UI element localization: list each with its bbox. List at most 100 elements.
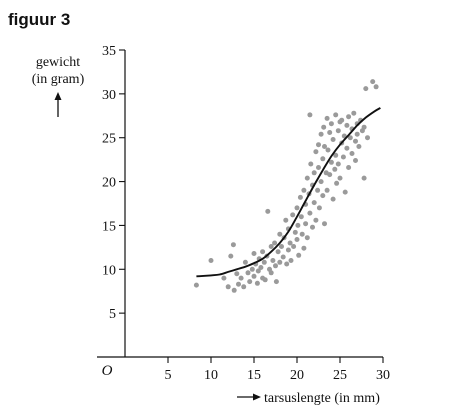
data-point bbox=[325, 147, 331, 153]
data-point bbox=[340, 154, 346, 160]
data-point bbox=[324, 187, 330, 193]
y-tick-label: 35 bbox=[102, 44, 116, 59]
data-point bbox=[251, 273, 257, 279]
data-point bbox=[304, 235, 310, 241]
data-point bbox=[247, 279, 253, 285]
y-tick-label: 15 bbox=[102, 219, 116, 234]
data-point bbox=[304, 175, 310, 181]
x-tick-label: 10 bbox=[204, 368, 218, 383]
data-point bbox=[322, 144, 327, 149]
data-point bbox=[316, 165, 321, 170]
data-point bbox=[221, 275, 227, 281]
data-point bbox=[301, 245, 307, 251]
y-tick-label: 20 bbox=[102, 176, 116, 191]
data-point bbox=[294, 205, 300, 211]
data-point bbox=[324, 115, 330, 121]
data-point bbox=[277, 231, 283, 237]
data-point bbox=[254, 280, 260, 286]
x-axis-label: tarsuslengte (in mm) bbox=[264, 391, 380, 406]
data-point bbox=[311, 170, 317, 176]
y-tick-label: 30 bbox=[102, 88, 116, 103]
data-point bbox=[313, 149, 319, 155]
x-tick-label: 25 bbox=[333, 368, 347, 383]
data-point bbox=[311, 200, 317, 206]
data-point bbox=[241, 284, 247, 290]
data-point bbox=[208, 258, 214, 263]
data-point bbox=[330, 137, 336, 142]
y-tick-label: 5 bbox=[109, 307, 116, 322]
data-point bbox=[328, 159, 334, 165]
data-point bbox=[268, 270, 274, 276]
data-point bbox=[275, 249, 281, 255]
chart-axes bbox=[97, 50, 383, 358]
data-point bbox=[334, 180, 340, 186]
data-point bbox=[351, 110, 357, 116]
data-point bbox=[321, 124, 327, 130]
data-point bbox=[363, 86, 369, 92]
data-point bbox=[344, 122, 350, 128]
x-axis-arrow-icon bbox=[237, 393, 261, 401]
data-point bbox=[238, 275, 244, 281]
data-point bbox=[285, 247, 291, 253]
data-point bbox=[265, 208, 271, 214]
data-point bbox=[299, 231, 305, 237]
data-point bbox=[316, 205, 322, 211]
data-point bbox=[361, 175, 367, 181]
data-point bbox=[297, 194, 303, 200]
data-point bbox=[303, 221, 309, 227]
data-point bbox=[288, 258, 294, 263]
data-point bbox=[279, 244, 284, 249]
data-point bbox=[307, 112, 313, 118]
data-point bbox=[301, 187, 307, 193]
data-point bbox=[277, 259, 283, 265]
data-point bbox=[356, 144, 362, 149]
trend-curve bbox=[196, 107, 381, 278]
data-point bbox=[328, 121, 334, 127]
x-tick-label: 20 bbox=[290, 368, 304, 383]
data-point bbox=[245, 270, 251, 276]
data-point bbox=[261, 259, 267, 265]
y-tick-label: 25 bbox=[102, 132, 116, 147]
data-point bbox=[273, 263, 278, 269]
data-point bbox=[354, 131, 360, 137]
data-point bbox=[287, 240, 293, 246]
data-point bbox=[344, 145, 350, 151]
data-point bbox=[251, 251, 257, 256]
data-point bbox=[327, 130, 333, 135]
data-point bbox=[231, 287, 237, 293]
data-point bbox=[353, 138, 358, 144]
data-point bbox=[365, 135, 370, 141]
data-point bbox=[273, 279, 279, 285]
data-point bbox=[332, 166, 338, 172]
data-point bbox=[370, 79, 376, 85]
data-point bbox=[225, 284, 231, 290]
data-point bbox=[242, 259, 248, 265]
data-point bbox=[346, 165, 352, 170]
data-point bbox=[260, 249, 266, 255]
data-point bbox=[290, 212, 296, 218]
data-point bbox=[236, 281, 241, 287]
data-point bbox=[295, 222, 301, 228]
data-point bbox=[318, 131, 324, 137]
data-point bbox=[347, 135, 353, 141]
data-point bbox=[193, 282, 199, 288]
data-point bbox=[339, 117, 345, 123]
data-point bbox=[284, 261, 290, 267]
data-point bbox=[258, 265, 264, 270]
data-point bbox=[320, 156, 326, 162]
data-point bbox=[335, 161, 341, 167]
data-point bbox=[316, 142, 321, 148]
trend-curve-layer bbox=[196, 107, 381, 278]
data-point bbox=[280, 254, 286, 260]
data-point bbox=[255, 268, 261, 274]
data-point bbox=[335, 128, 341, 134]
data-point bbox=[333, 112, 339, 118]
data-point bbox=[346, 114, 352, 120]
y-axis-label-line1: gewicht bbox=[36, 55, 80, 70]
data-point bbox=[349, 151, 355, 156]
chart-ticks: 5 10 15 20 25 30 35 5 10 15 20 25 30 bbox=[102, 44, 390, 383]
data-point bbox=[330, 196, 336, 202]
data-point bbox=[298, 214, 304, 220]
data-point bbox=[272, 240, 278, 246]
